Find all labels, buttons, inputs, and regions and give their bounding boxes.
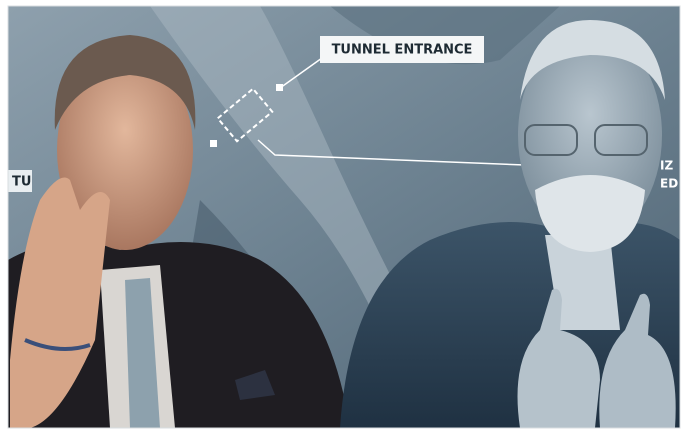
ridge bbox=[330, 6, 560, 65]
person-left bbox=[8, 35, 350, 428]
annotation: TUNNEL ENTRANCE TU IZ ED bbox=[8, 36, 678, 192]
marker bbox=[276, 84, 283, 91]
hand bbox=[10, 177, 110, 428]
frame bbox=[7, 5, 681, 429]
label: TU bbox=[12, 175, 31, 190]
tie bbox=[125, 278, 160, 428]
beard bbox=[535, 175, 645, 252]
pocket-square bbox=[235, 370, 275, 400]
label: TUNNEL ENTRANCE bbox=[332, 43, 473, 58]
person-right bbox=[340, 20, 680, 428]
label-box bbox=[8, 170, 32, 192]
label-box bbox=[320, 36, 484, 63]
shirt bbox=[545, 235, 620, 330]
hair bbox=[54, 35, 196, 130]
marker bbox=[210, 140, 217, 147]
hand bbox=[517, 288, 600, 428]
tunnel-outline bbox=[216, 87, 274, 143]
label: ED bbox=[660, 177, 678, 191]
hand bbox=[599, 293, 676, 428]
bracelet bbox=[24, 338, 91, 351]
glasses bbox=[524, 124, 578, 156]
leader-line bbox=[257, 139, 526, 166]
glasses bbox=[594, 124, 648, 156]
leader-line bbox=[279, 57, 323, 89]
hair bbox=[520, 20, 665, 100]
label: IZ bbox=[660, 159, 673, 173]
